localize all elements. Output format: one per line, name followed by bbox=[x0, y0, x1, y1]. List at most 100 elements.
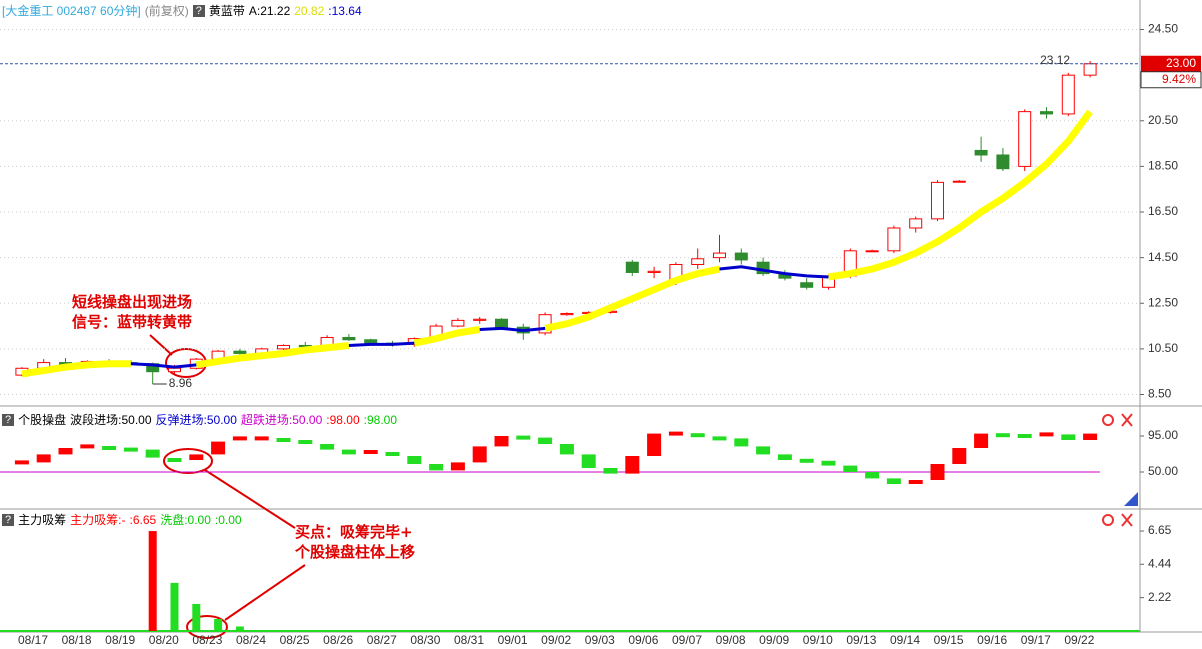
osc-bar bbox=[1061, 434, 1076, 440]
y-tick-label: 95.00 bbox=[1148, 428, 1178, 442]
flow-bar bbox=[235, 626, 244, 631]
band-line bbox=[130, 362, 197, 369]
x-tick-label: 09/07 bbox=[672, 633, 702, 647]
osc-bar bbox=[712, 436, 727, 441]
legend-entry: :6.65 bbox=[129, 512, 157, 527]
osc-bar bbox=[189, 454, 204, 460]
last-price-box bbox=[1141, 55, 1201, 72]
x-tick-label: 08/27 bbox=[367, 633, 397, 647]
x-tick-label: 08/26 bbox=[323, 633, 353, 647]
candle-body bbox=[909, 218, 923, 229]
band-line bbox=[479, 326, 546, 333]
osc-bar bbox=[167, 458, 182, 462]
osc-bar bbox=[211, 441, 226, 455]
osc-bar bbox=[298, 440, 313, 444]
y-tick-label: 4.44 bbox=[1148, 556, 1172, 570]
y-tick-label: 8.50 bbox=[1148, 387, 1172, 401]
close-icon[interactable] bbox=[1121, 513, 1133, 527]
panel-title: 主力吸筹 bbox=[18, 513, 67, 527]
candle-body bbox=[1040, 111, 1053, 115]
osc-bar bbox=[102, 446, 117, 450]
x-tick-label: 09/17 bbox=[1021, 633, 1051, 647]
osc-bar bbox=[429, 464, 444, 471]
osc-bar bbox=[450, 462, 465, 471]
candle-body bbox=[974, 149, 988, 156]
x-tick-label: 08/24 bbox=[236, 633, 266, 647]
flow-header: ? 主力吸筹 主力吸筹:-:6.65 洗盘:0.00:0.00 bbox=[2, 511, 242, 528]
pointer-line bbox=[149, 334, 173, 356]
osc-bar bbox=[472, 446, 487, 463]
osc-bar bbox=[625, 456, 640, 474]
osc-bar bbox=[1017, 434, 1032, 438]
y-tick-label: 18.50 bbox=[1148, 159, 1178, 173]
symbol: [大金重工 002487 60分钟] bbox=[2, 4, 141, 18]
y-tick-label: 12.50 bbox=[1148, 295, 1178, 309]
panel-triangle bbox=[1124, 492, 1138, 506]
candle-body bbox=[887, 227, 901, 252]
candle-body bbox=[996, 154, 1010, 170]
candle-body bbox=[277, 344, 290, 350]
osc-bar bbox=[254, 436, 269, 441]
osc-bar bbox=[1083, 433, 1098, 440]
help-button[interactable]: ? bbox=[2, 513, 15, 526]
osc-bar bbox=[494, 436, 509, 447]
close-icon[interactable] bbox=[1121, 413, 1133, 427]
x-tick-label: 09/22 bbox=[1064, 633, 1094, 647]
osc-bar bbox=[1039, 432, 1054, 437]
osc-bar bbox=[538, 437, 553, 444]
flow-bar bbox=[214, 618, 223, 631]
candle-body bbox=[800, 282, 814, 288]
last-price-label: 23.00 bbox=[1166, 56, 1196, 70]
change-label: 9.42% bbox=[1162, 72, 1196, 86]
osc-bar bbox=[320, 444, 335, 450]
yellow-label: 20.82 bbox=[294, 3, 325, 18]
osc-bar bbox=[908, 480, 923, 484]
band-line bbox=[21, 360, 131, 378]
x-tick-label: 08/25 bbox=[280, 633, 310, 647]
candle-body bbox=[625, 261, 639, 273]
x-tick-label: 09/09 bbox=[759, 633, 789, 647]
settings-icon[interactable] bbox=[1102, 514, 1114, 526]
osc-bar bbox=[952, 448, 967, 464]
osc-bar bbox=[995, 433, 1010, 438]
annotation-shapes bbox=[149, 334, 306, 639]
pointer-line bbox=[224, 564, 306, 621]
osc-bar bbox=[974, 433, 989, 448]
x-tick-label: 09/02 bbox=[541, 633, 571, 647]
osc-bar bbox=[930, 464, 945, 480]
a-label: A:21.22 bbox=[248, 3, 291, 18]
candle-body bbox=[560, 313, 574, 316]
band-line bbox=[719, 265, 829, 279]
band-line bbox=[413, 326, 481, 347]
annotation-line: 信号：蓝带转黄带 bbox=[72, 313, 193, 331]
candle-body bbox=[364, 339, 378, 344]
x-tick-label: 08/20 bbox=[149, 633, 179, 647]
annotation-line: 短线操盘出现进场 bbox=[72, 293, 193, 311]
candle-body bbox=[931, 181, 944, 220]
help-button[interactable]: ? bbox=[2, 413, 15, 426]
x-tick-label: 09/15 bbox=[934, 633, 964, 647]
osc-bar bbox=[647, 433, 662, 456]
candle-body bbox=[865, 250, 879, 253]
annotation-line: 买点：吸筹完毕+ bbox=[295, 523, 413, 541]
band-line bbox=[348, 341, 415, 347]
candle-body bbox=[713, 252, 726, 259]
settings-icon[interactable] bbox=[1102, 414, 1114, 426]
indicator-name: 黄蓝带 bbox=[208, 4, 245, 18]
legend-entry: 主力吸筹:- bbox=[70, 513, 126, 527]
legend-entry: 超跌进场:50.00 bbox=[240, 413, 323, 427]
candle-body bbox=[168, 367, 181, 373]
candle-body bbox=[233, 350, 247, 354]
help-button[interactable]: ? bbox=[192, 4, 205, 17]
osc-bar bbox=[363, 450, 378, 454]
osc-bar bbox=[886, 478, 901, 484]
x-tick-label: 08/17 bbox=[18, 633, 48, 647]
y-tick-label: 10.50 bbox=[1148, 341, 1178, 355]
osc-bar bbox=[341, 449, 356, 455]
low-label: 8.96 bbox=[169, 376, 193, 390]
x-tick-label: 09/14 bbox=[890, 633, 920, 647]
pointer-line bbox=[204, 469, 296, 529]
